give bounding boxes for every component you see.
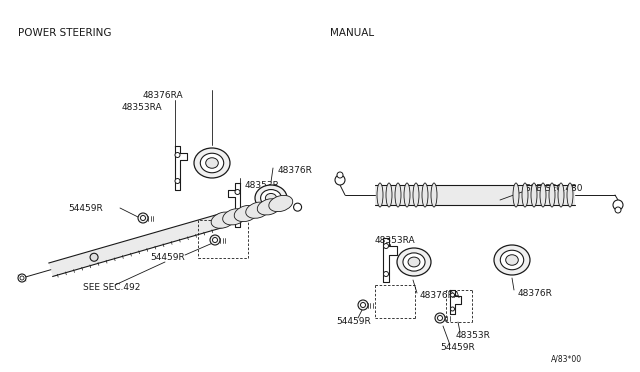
Text: SEE SEC.480: SEE SEC.480: [525, 183, 582, 192]
Text: 48353R: 48353R: [245, 180, 280, 189]
Circle shape: [235, 215, 240, 221]
Circle shape: [294, 203, 301, 211]
Ellipse shape: [397, 248, 431, 276]
Polygon shape: [383, 238, 397, 282]
Ellipse shape: [255, 185, 287, 211]
Circle shape: [360, 302, 365, 308]
Circle shape: [20, 276, 24, 280]
Ellipse shape: [246, 202, 269, 218]
Polygon shape: [375, 185, 575, 205]
Text: 48353R: 48353R: [456, 330, 491, 340]
Ellipse shape: [531, 183, 537, 207]
Ellipse shape: [506, 255, 518, 265]
Ellipse shape: [404, 183, 410, 207]
Ellipse shape: [413, 183, 419, 207]
Circle shape: [613, 200, 623, 210]
Ellipse shape: [205, 158, 218, 168]
Polygon shape: [175, 146, 187, 190]
Ellipse shape: [395, 183, 401, 207]
Text: 48376R: 48376R: [518, 289, 553, 298]
Text: 48353RA: 48353RA: [375, 235, 415, 244]
Circle shape: [383, 272, 388, 276]
Ellipse shape: [211, 212, 235, 228]
Ellipse shape: [567, 183, 573, 207]
Polygon shape: [450, 290, 461, 314]
Circle shape: [235, 189, 240, 195]
Ellipse shape: [494, 245, 530, 275]
Circle shape: [335, 175, 345, 185]
Text: 54459R: 54459R: [440, 343, 475, 353]
Ellipse shape: [408, 257, 420, 267]
Circle shape: [435, 313, 445, 323]
Circle shape: [141, 215, 145, 221]
Text: 54459R: 54459R: [336, 317, 371, 327]
Circle shape: [615, 207, 621, 213]
Ellipse shape: [422, 183, 428, 207]
Ellipse shape: [403, 253, 425, 271]
Circle shape: [358, 300, 368, 310]
Polygon shape: [49, 214, 225, 276]
Ellipse shape: [257, 199, 281, 215]
Text: 48353RA: 48353RA: [122, 103, 163, 112]
Ellipse shape: [558, 183, 564, 207]
Circle shape: [438, 315, 442, 321]
Ellipse shape: [223, 209, 246, 225]
Ellipse shape: [266, 193, 276, 202]
Ellipse shape: [200, 153, 224, 173]
Text: MANUAL: MANUAL: [330, 28, 374, 38]
Text: 54459R: 54459R: [68, 203, 103, 212]
Text: A/83*00: A/83*00: [551, 355, 582, 364]
Circle shape: [337, 172, 343, 178]
Text: 48376RA: 48376RA: [143, 90, 183, 99]
Circle shape: [383, 244, 388, 248]
Ellipse shape: [500, 250, 524, 270]
Ellipse shape: [194, 148, 230, 178]
Polygon shape: [228, 183, 240, 227]
Circle shape: [212, 237, 218, 243]
Ellipse shape: [513, 183, 519, 207]
Circle shape: [90, 253, 98, 261]
Circle shape: [138, 213, 148, 223]
Circle shape: [451, 293, 454, 297]
Circle shape: [175, 179, 180, 183]
Ellipse shape: [234, 205, 258, 222]
Circle shape: [210, 235, 220, 245]
Ellipse shape: [549, 183, 555, 207]
Ellipse shape: [260, 190, 282, 206]
Circle shape: [18, 274, 26, 282]
Text: 48376RA: 48376RA: [420, 292, 461, 301]
Ellipse shape: [386, 183, 392, 207]
Ellipse shape: [269, 195, 292, 212]
Ellipse shape: [540, 183, 546, 207]
Text: 48376R: 48376R: [278, 166, 313, 174]
Ellipse shape: [431, 183, 437, 207]
Text: SEE SEC.492: SEE SEC.492: [83, 283, 140, 292]
Ellipse shape: [377, 183, 383, 207]
Circle shape: [451, 307, 454, 311]
Text: POWER STEERING: POWER STEERING: [18, 28, 111, 38]
Circle shape: [175, 153, 180, 157]
Text: 54459R: 54459R: [150, 253, 186, 263]
Ellipse shape: [522, 183, 528, 207]
